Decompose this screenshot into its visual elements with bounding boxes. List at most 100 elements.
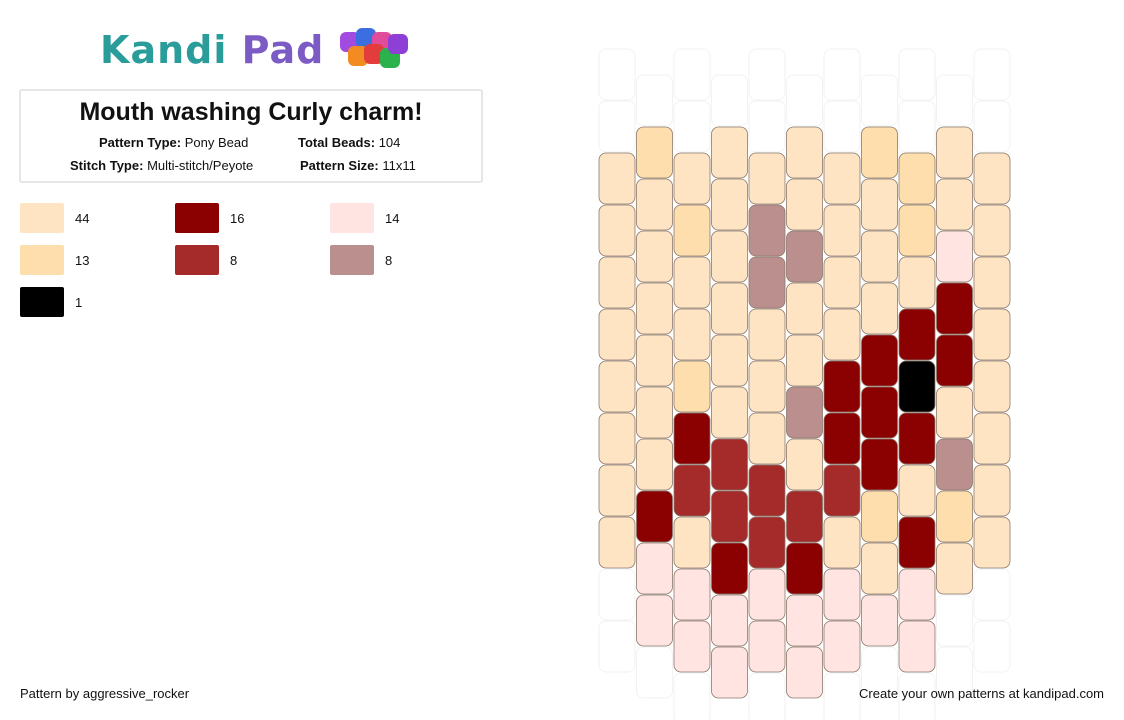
legend-item: 8 (175, 245, 237, 275)
bead (898, 620, 936, 673)
bead (673, 360, 711, 413)
bead-count: 13 (75, 252, 90, 268)
bead (711, 646, 748, 699)
bead (936, 282, 973, 335)
stitch-type-label: Stitch Type: (70, 158, 144, 173)
bead (786, 282, 823, 335)
bead (748, 620, 786, 673)
color-swatch (20, 287, 64, 317)
bead (636, 542, 673, 595)
bead (898, 464, 936, 517)
bead (973, 152, 1011, 205)
bead (898, 256, 936, 309)
color-swatch (330, 203, 374, 233)
color-swatch (20, 203, 64, 233)
pattern-type-label: Pattern Type: (99, 135, 182, 150)
bead (598, 464, 636, 517)
empty-bead (973, 100, 1011, 153)
bead (823, 620, 861, 673)
bead (711, 438, 748, 491)
bead (786, 126, 823, 179)
pattern-size-label: Pattern Size: (300, 158, 379, 173)
bead (598, 516, 636, 569)
legend-item: 8 (330, 245, 392, 275)
bead (786, 178, 823, 231)
bead (711, 126, 748, 179)
bead (823, 412, 861, 465)
bead (823, 152, 861, 205)
beads-logo-icon (336, 26, 414, 74)
kandipad-logo: Kandi Pad (100, 24, 414, 76)
empty-bead (598, 100, 636, 153)
empty-bead (636, 646, 673, 699)
bead (748, 152, 786, 205)
bead (673, 308, 711, 361)
bead (861, 230, 898, 283)
legend-item: 13 (20, 245, 89, 275)
bead (636, 282, 673, 335)
empty-bead (673, 100, 711, 153)
bead-count: 8 (385, 252, 393, 268)
bead-count: 16 (230, 210, 245, 226)
bead (598, 204, 636, 257)
bead (636, 386, 673, 439)
bead (973, 308, 1011, 361)
bead (598, 152, 636, 205)
bead (636, 126, 673, 179)
bead (936, 334, 973, 387)
empty-bead (861, 74, 898, 127)
empty-bead (598, 48, 636, 101)
bead (673, 620, 711, 673)
bead (861, 178, 898, 231)
bead (598, 412, 636, 465)
bead (861, 334, 898, 387)
bead (823, 360, 861, 413)
bead (711, 282, 748, 335)
bead (973, 412, 1011, 465)
bead (898, 204, 936, 257)
bead (861, 594, 898, 647)
bead (973, 516, 1011, 569)
color-swatch (20, 245, 64, 275)
bead (786, 334, 823, 387)
kandipad-link[interactable]: Create your own patterns at kandipad.com (859, 686, 1104, 701)
pattern-size: Pattern Size: 11x11 (300, 158, 416, 173)
bead (898, 308, 936, 361)
bead (786, 594, 823, 647)
empty-bead (598, 568, 636, 621)
pattern-type: Pattern Type: Pony Bead (99, 135, 248, 150)
color-swatch (175, 203, 219, 233)
bead (598, 308, 636, 361)
bead (898, 568, 936, 621)
total-beads-label: Total Beads: (298, 135, 376, 150)
stitch-type: Stitch Type: Multi-stitch/Peyote (70, 158, 253, 173)
bead (786, 542, 823, 595)
bead (823, 516, 861, 569)
legend-item: 44 (20, 203, 89, 233)
logo-kandi-text: Kandi (100, 28, 228, 72)
bead (823, 568, 861, 621)
bead-pattern-grid (598, 48, 1011, 720)
empty-bead (786, 74, 823, 127)
bead (598, 256, 636, 309)
bead (673, 568, 711, 621)
bead (936, 178, 973, 231)
bead (748, 464, 786, 517)
bead (711, 386, 748, 439)
bead (861, 282, 898, 335)
bead (973, 204, 1011, 257)
pattern-info-box: Mouth washing Curly charm! Pattern Type:… (19, 89, 483, 183)
bead (748, 204, 786, 257)
empty-bead (936, 74, 973, 127)
bead (711, 178, 748, 231)
bead (898, 516, 936, 569)
bead (748, 308, 786, 361)
total-beads-value: 104 (378, 135, 401, 150)
bead (598, 360, 636, 413)
empty-bead (748, 48, 786, 101)
pattern-size-value: 11x11 (382, 158, 416, 173)
color-swatch (330, 245, 374, 275)
empty-bead (861, 646, 898, 699)
bead (786, 646, 823, 699)
bead (636, 178, 673, 231)
